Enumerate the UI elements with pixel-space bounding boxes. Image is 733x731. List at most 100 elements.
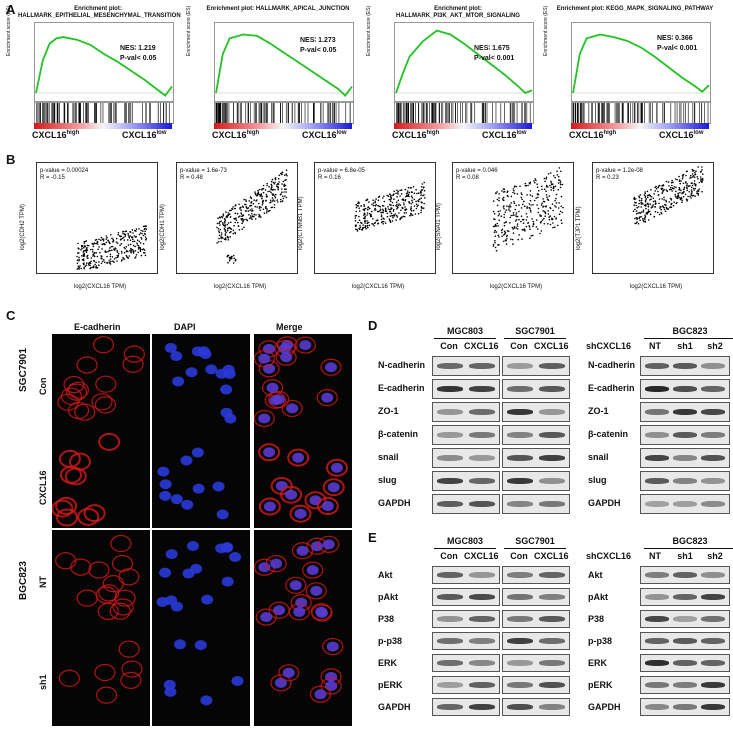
data-point — [520, 192, 522, 194]
data-point — [518, 211, 520, 213]
data-point — [389, 218, 391, 220]
data-point — [544, 215, 546, 217]
data-point — [232, 206, 234, 208]
data-point — [633, 211, 635, 213]
protein-label: snail — [378, 452, 399, 462]
data-point — [530, 182, 532, 184]
high-label: CXCL16high — [569, 130, 616, 140]
nucleus — [200, 695, 212, 705]
data-point — [136, 254, 138, 256]
data-point — [138, 228, 140, 230]
data-point — [558, 182, 560, 184]
data-point — [94, 252, 96, 254]
cell-membrane — [97, 687, 117, 703]
data-point — [560, 182, 562, 184]
data-point — [692, 185, 694, 187]
data-point — [230, 231, 232, 233]
data-point — [222, 222, 224, 224]
data-point — [556, 202, 558, 204]
data-point — [107, 251, 109, 253]
gene-hit-bars — [571, 102, 711, 124]
data-point — [366, 220, 368, 222]
nucleus — [273, 394, 285, 404]
protein-band — [673, 572, 697, 578]
data-point — [513, 190, 515, 192]
data-point — [497, 223, 499, 225]
data-point — [364, 217, 366, 219]
data-point — [560, 219, 562, 221]
data-point — [355, 217, 357, 219]
data-point — [261, 193, 263, 195]
data-point — [126, 246, 128, 248]
data-point — [89, 265, 91, 267]
data-point — [498, 219, 500, 221]
data-point — [237, 213, 239, 215]
micrograph — [254, 628, 352, 726]
data-point — [545, 212, 547, 214]
data-point — [397, 193, 399, 195]
data-point — [132, 241, 134, 243]
data-point — [701, 169, 703, 171]
group-underline — [434, 548, 496, 549]
data-point — [682, 192, 684, 194]
data-point — [399, 190, 401, 192]
data-point — [228, 212, 230, 214]
data-point — [673, 201, 675, 203]
data-point — [275, 197, 277, 199]
data-point — [282, 171, 284, 173]
data-point — [254, 214, 256, 216]
data-point — [390, 208, 392, 210]
data-point — [414, 192, 416, 194]
data-point — [243, 227, 245, 229]
protein-band — [701, 594, 725, 600]
data-point — [216, 242, 218, 244]
data-point — [493, 200, 495, 202]
data-point — [276, 184, 278, 186]
data-point — [538, 194, 540, 196]
data-point — [493, 218, 495, 220]
data-point — [381, 212, 383, 214]
nucleus — [159, 491, 171, 501]
data-point — [422, 183, 424, 185]
data-point — [286, 175, 288, 177]
data-point — [662, 185, 664, 187]
protein-label: pAkt — [588, 592, 608, 602]
data-point — [694, 176, 696, 178]
data-point — [701, 166, 703, 168]
data-point — [633, 204, 635, 206]
data-point — [662, 191, 664, 193]
data-point — [241, 223, 243, 225]
protein-band — [645, 501, 669, 507]
data-point — [639, 197, 641, 199]
data-point — [498, 200, 500, 202]
data-point — [384, 201, 386, 203]
data-point — [92, 249, 94, 251]
blot-strip — [432, 676, 500, 694]
data-point — [647, 197, 649, 199]
data-point — [255, 194, 257, 196]
data-point — [219, 221, 221, 223]
data-point — [560, 187, 562, 189]
data-point — [398, 205, 400, 207]
data-point — [401, 193, 403, 195]
data-point — [116, 260, 118, 262]
data-point — [495, 247, 497, 249]
data-point — [495, 224, 497, 226]
data-point — [266, 208, 268, 210]
data-point — [643, 221, 645, 223]
data-point — [360, 205, 362, 207]
data-point — [230, 210, 232, 212]
data-point — [413, 199, 415, 201]
data-point — [634, 209, 636, 211]
data-point — [281, 183, 283, 185]
low-sup: low — [157, 130, 167, 136]
blot-strip — [432, 356, 500, 376]
nucleus — [297, 546, 309, 556]
data-point — [511, 196, 513, 198]
data-point — [560, 184, 562, 186]
data-point — [94, 256, 96, 258]
data-point — [405, 189, 407, 191]
data-point — [369, 213, 371, 215]
protein-band — [645, 682, 669, 688]
